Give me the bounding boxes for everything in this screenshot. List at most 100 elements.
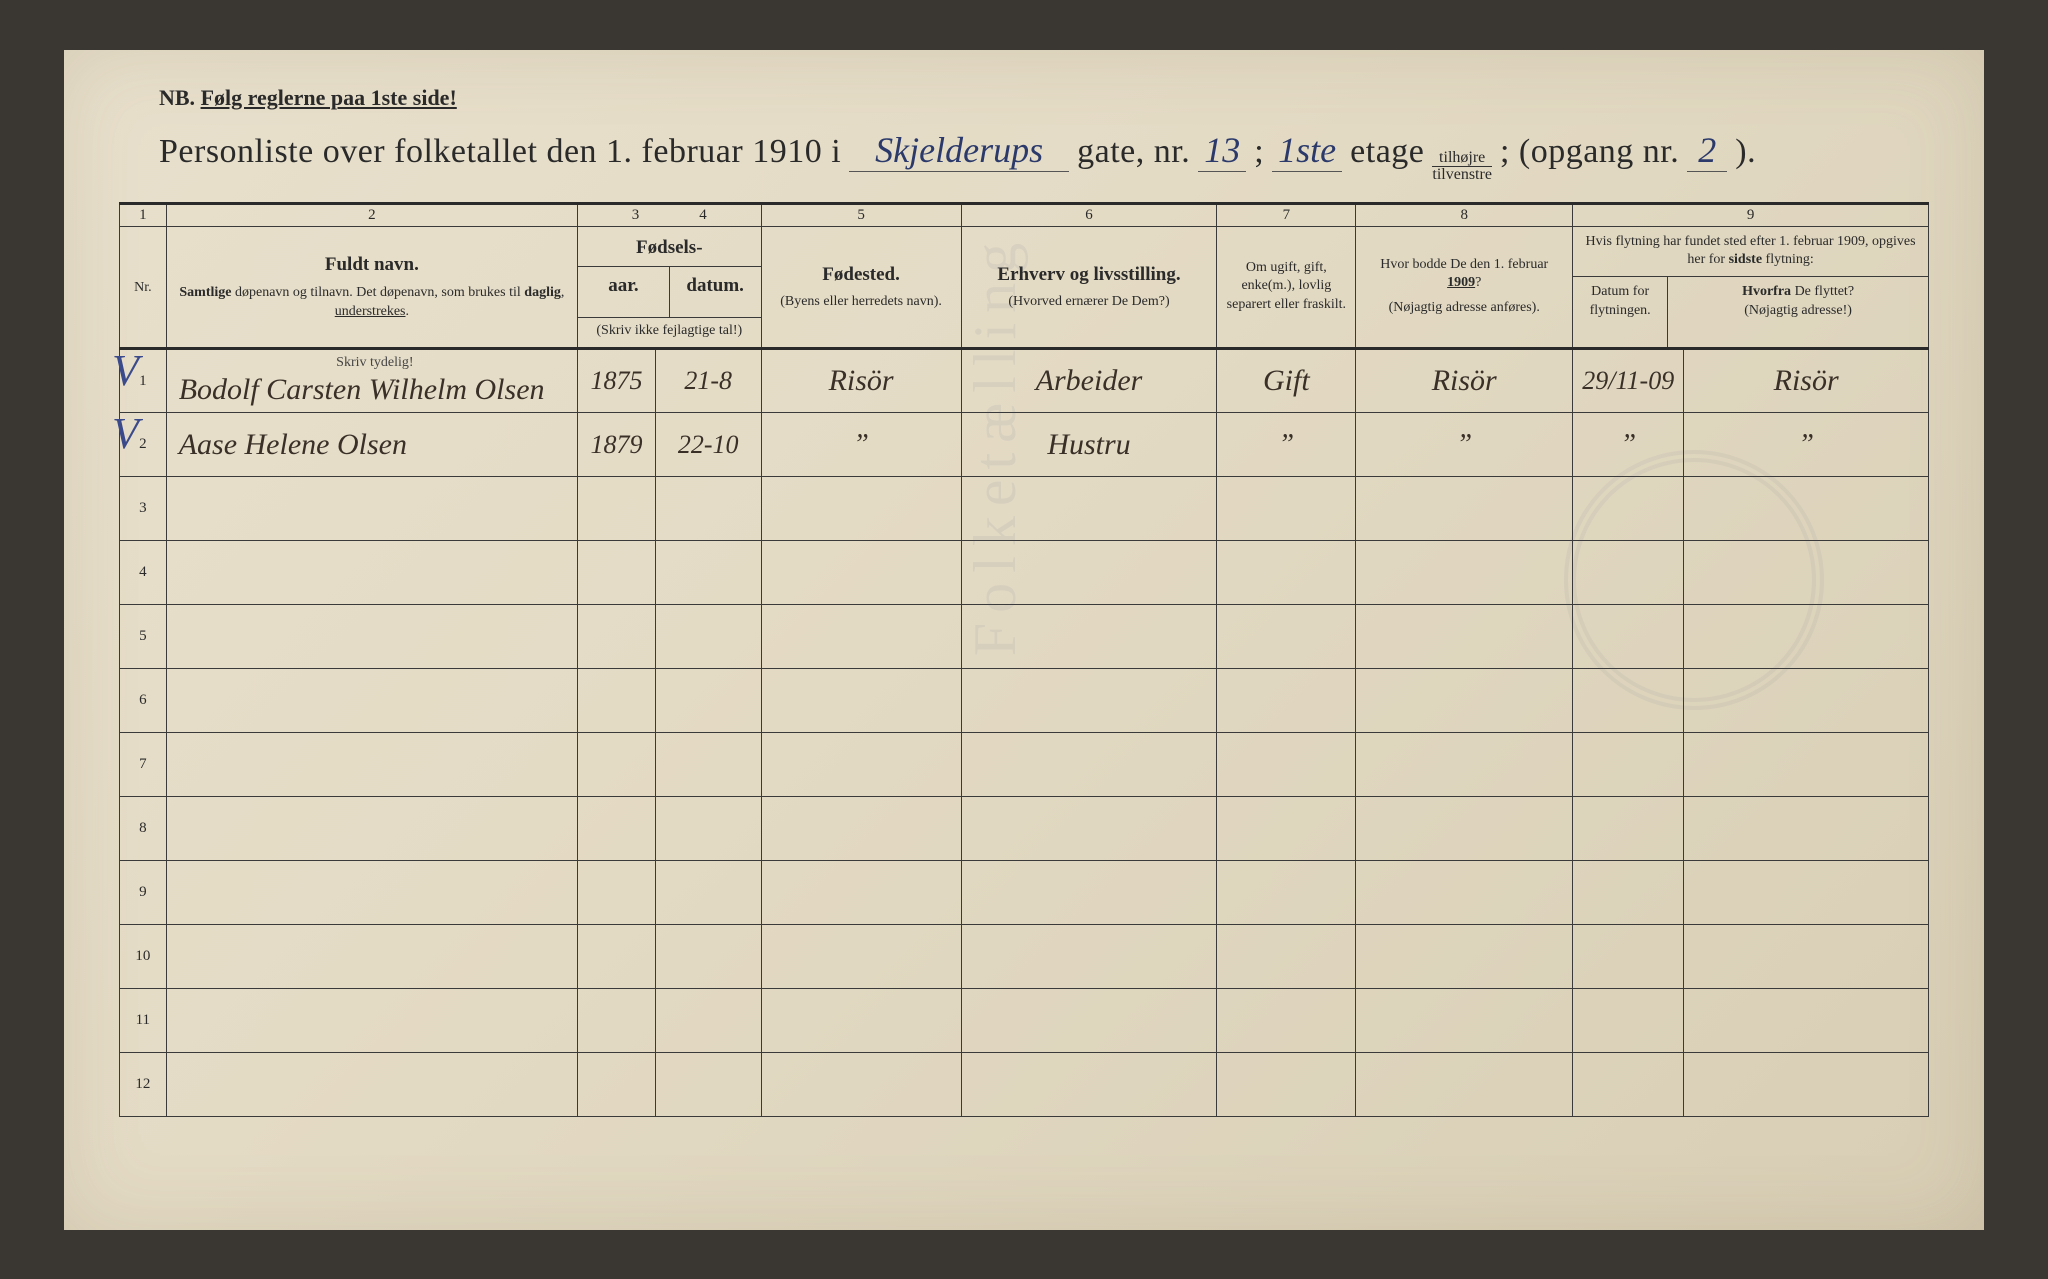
cell-date [655, 861, 761, 925]
cell-mdate [1573, 925, 1684, 989]
cell-occ [961, 989, 1217, 1053]
cell-nr: 11 [120, 989, 167, 1053]
cell-mdate [1573, 733, 1684, 797]
cell-nr: V2 [120, 413, 167, 477]
cell-mdate [1573, 861, 1684, 925]
cell-year [578, 541, 656, 605]
colnum-2: 2 [166, 203, 577, 226]
cell-nr: 5 [120, 605, 167, 669]
move-from: Risör [1774, 364, 1839, 397]
title-part-5: ). [1735, 133, 1756, 171]
colnum-8: 8 [1356, 203, 1573, 226]
cell-name: Skriv tydelig!Bodolf Carsten Wilhelm Ols… [166, 349, 577, 413]
cell-nr: 9 [120, 861, 167, 925]
cell-place: ” [761, 413, 961, 477]
cell-nr: 4 [120, 541, 167, 605]
cell-addr [1356, 477, 1573, 541]
header-birth-year: aar. [578, 267, 670, 317]
table-row: 12 [120, 1053, 1929, 1117]
cell-nr: 7 [120, 733, 167, 797]
entrance-number: 2 [1687, 129, 1727, 172]
cell-occ [961, 797, 1217, 861]
cell-nr: 10 [120, 925, 167, 989]
cell-marital: Gift [1217, 349, 1356, 413]
cell-name [166, 605, 577, 669]
table-row: 11 [120, 989, 1929, 1053]
header-move-from: Hvorfra De flyttet?(Nøjagtig adresse!) [1668, 277, 1928, 347]
cell-date [655, 541, 761, 605]
occupation: Arbeider [1036, 364, 1143, 397]
cell-mfrom: Risör [1684, 349, 1929, 413]
cell-name [166, 797, 577, 861]
cell-marital [1217, 925, 1356, 989]
archive-stamp [1564, 450, 1824, 710]
header-birth-date: datum. [670, 267, 761, 317]
cell-addr [1356, 541, 1573, 605]
cell-addr: ” [1356, 413, 1573, 477]
header-birth-note: (Skriv ikke fejlagtige tal!) [578, 317, 760, 345]
cell-year [578, 477, 656, 541]
cell-marital [1217, 797, 1356, 861]
cell-marital [1217, 989, 1356, 1053]
prev-address: ” [1456, 429, 1472, 460]
cell-addr [1356, 925, 1573, 989]
cell-place [761, 477, 961, 541]
colnum-5: 5 [761, 203, 961, 226]
write-clearly-note: Skriv tydelig! [179, 355, 571, 373]
table-row: 9 [120, 861, 1929, 925]
cell-addr: Risör [1356, 349, 1573, 413]
cell-mfrom [1684, 797, 1929, 861]
birth-date: 22-10 [678, 430, 739, 459]
cell-place [761, 605, 961, 669]
cell-marital [1217, 669, 1356, 733]
nb-prefix: NB. [159, 85, 195, 110]
cell-year [578, 989, 656, 1053]
colnum-7: 7 [1217, 203, 1356, 226]
cell-addr [1356, 733, 1573, 797]
nb-instruction: NB. Følg reglerne paa 1ste side! [159, 85, 1929, 111]
cell-place [761, 861, 961, 925]
cell-year [578, 605, 656, 669]
title-part-3: etage [1350, 133, 1424, 171]
form-title-line: Personliste over folketallet den 1. febr… [159, 129, 1929, 182]
cell-date: 21-8 [655, 349, 761, 413]
nb-text: Følg reglerne paa 1ste side! [201, 85, 457, 110]
cell-date [655, 669, 761, 733]
cell-occ [961, 861, 1217, 925]
column-number-row: 1 2 3 4 5 6 7 8 9 [120, 203, 1929, 226]
cell-date [655, 989, 761, 1053]
cell-place [761, 989, 961, 1053]
cell-mfrom [1684, 925, 1929, 989]
cell-nr: 8 [120, 797, 167, 861]
table-row: 8 [120, 797, 1929, 861]
birth-date: 21-8 [684, 366, 732, 395]
cell-place [761, 669, 961, 733]
colnum-3-4: 3 4 [578, 203, 761, 226]
cell-name [166, 541, 577, 605]
cell-place: Risör [761, 349, 961, 413]
cell-addr [1356, 861, 1573, 925]
cell-mdate [1573, 989, 1684, 1053]
cell-occ [961, 925, 1217, 989]
marital-status: Gift [1263, 364, 1310, 397]
move-from: ” [1798, 429, 1814, 460]
title-part-1: Personliste over folketallet den 1. febr… [159, 133, 841, 171]
cell-year [578, 1053, 656, 1117]
cell-marital [1217, 477, 1356, 541]
title-semicolon: ; [1254, 133, 1264, 171]
watermark: Folketælling [961, 232, 1030, 655]
table-row: 10 [120, 925, 1929, 989]
cell-marital [1217, 1053, 1356, 1117]
cell-marital: ” [1217, 413, 1356, 477]
census-form-page: Folketælling NB. Følg reglerne paa 1ste … [64, 50, 1984, 1230]
birth-year: 1879 [590, 430, 642, 459]
cell-mfrom [1684, 861, 1929, 925]
header-marital: Om ugift, gift, enke(m.), lovlig separer… [1217, 226, 1356, 349]
marital-status: ” [1279, 429, 1295, 460]
cell-occ [961, 1053, 1217, 1117]
cell-date [655, 733, 761, 797]
cell-place [761, 925, 961, 989]
cell-year: 1875 [578, 349, 656, 413]
header-nr: Nr. [120, 226, 167, 349]
title-part-4: ; (opgang nr. [1500, 133, 1679, 171]
